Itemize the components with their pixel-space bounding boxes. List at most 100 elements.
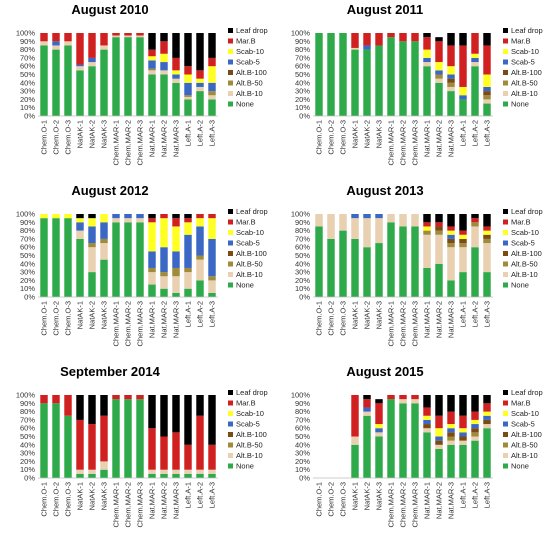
x-tick-label: Nat.MAR-3 xyxy=(172,301,181,338)
bar-segment xyxy=(363,49,371,116)
x-tick-label: Chem.O-1 xyxy=(315,120,324,155)
bar-segment xyxy=(399,399,407,404)
bar-segment xyxy=(52,49,60,116)
x-tick-label: Left.A-3 xyxy=(483,482,492,508)
x-tick-label: Chem.O-1 xyxy=(40,120,49,155)
legend-label: Alt.B-50 xyxy=(236,260,263,269)
bar-segment xyxy=(411,399,419,404)
bar-segment xyxy=(447,243,455,248)
legend-label: Mar.B xyxy=(236,218,256,227)
bar-segment xyxy=(447,436,455,441)
x-tick-label: NatAK-2 xyxy=(88,120,97,148)
x-tick-label: Chem.O-3 xyxy=(64,482,73,517)
legend-label: Scab-5 xyxy=(511,420,535,429)
bar-segment xyxy=(208,280,216,293)
x-tick-label: NatAK-2 xyxy=(363,301,372,329)
bar-segment xyxy=(208,66,216,83)
bar-segment xyxy=(208,276,216,281)
legend-label: Scab-10 xyxy=(236,228,264,237)
bar-segment xyxy=(375,399,383,404)
legend-label: Alt.B-100 xyxy=(511,249,542,258)
x-tick-label: Chem.O-3 xyxy=(339,120,348,155)
bar-segment xyxy=(423,66,431,116)
legend-label: Alt.B-50 xyxy=(511,441,538,450)
bar-segment xyxy=(124,35,132,38)
bar-segment xyxy=(184,95,192,97)
chart-title: August 2011 xyxy=(346,2,424,17)
bar-segment xyxy=(184,234,192,268)
bar-segment xyxy=(483,33,491,46)
bar-segment xyxy=(136,214,144,219)
bar-segment xyxy=(208,82,216,92)
x-tick-label: NatAK-3 xyxy=(100,120,109,148)
bar-segment xyxy=(160,247,168,273)
legend-label: Leaf drop xyxy=(236,26,268,35)
bar-segment xyxy=(88,57,96,63)
bar-segment xyxy=(172,226,180,252)
bar-segment xyxy=(136,37,144,116)
bar-segment xyxy=(76,66,84,71)
bar-segment xyxy=(160,62,168,71)
x-tick-label: Chem.O-3 xyxy=(339,301,348,336)
bar-segment xyxy=(387,37,395,116)
bar-segment xyxy=(375,424,383,429)
bar-segment xyxy=(483,103,491,116)
bar-segment xyxy=(196,91,204,116)
legend-label: Scab-10 xyxy=(511,228,539,237)
bar-segment xyxy=(136,399,144,478)
bar-segment xyxy=(124,37,132,116)
bar-segment xyxy=(160,469,168,474)
bar-segment xyxy=(40,45,48,117)
bar-segment xyxy=(184,214,192,219)
bar-segment xyxy=(88,214,96,219)
bar-segment xyxy=(351,214,359,219)
bar-segment xyxy=(471,436,479,441)
legend-label: None xyxy=(511,281,529,290)
bar-segment xyxy=(459,86,467,96)
bar-segment xyxy=(459,230,467,235)
bar-segment xyxy=(172,82,180,116)
bar-segment xyxy=(64,415,72,478)
bar-segment xyxy=(447,428,455,433)
bar-segment xyxy=(375,214,383,219)
bar-segment xyxy=(148,70,156,75)
bar-segment xyxy=(184,222,192,235)
bar-segment xyxy=(459,243,467,248)
x-tick-label: Nat.MAR-3 xyxy=(447,120,456,157)
bar-segment xyxy=(399,226,407,297)
bar-segment xyxy=(160,272,168,277)
bar-segment xyxy=(112,214,120,219)
bar-segment xyxy=(483,424,491,429)
bar-segment xyxy=(363,411,371,416)
x-tick-label: Left.A-1 xyxy=(459,482,468,508)
bar-segment xyxy=(184,267,192,273)
legend-label: Leaf drop xyxy=(511,26,543,35)
bar-segment xyxy=(423,424,431,429)
y-tick-label: 90% xyxy=(295,218,310,227)
bar-segment xyxy=(399,41,407,116)
y-tick-label: 20% xyxy=(20,95,35,104)
bar-segment xyxy=(172,74,180,79)
bar-segment xyxy=(76,218,84,223)
legend-swatch xyxy=(228,463,233,469)
bar-segment xyxy=(435,78,443,83)
x-tick-label: Left.A-2 xyxy=(471,482,480,508)
bar-segment xyxy=(435,222,443,227)
stacked-bar-chart: 0%10%20%30%40%50%60%70%80%90%100% Chem.O-… xyxy=(291,388,543,527)
bar-segment xyxy=(172,57,180,71)
bar-segment xyxy=(423,419,431,425)
legend-label: Alt.B-100 xyxy=(511,430,542,439)
bar-segment xyxy=(411,33,419,42)
bar-segment xyxy=(160,436,168,470)
legend-swatch xyxy=(228,272,233,277)
bar-segment xyxy=(483,74,491,87)
x-tick-label: Chem.O-2 xyxy=(327,482,336,517)
bar-segment xyxy=(435,70,443,75)
legend-swatch xyxy=(503,411,508,416)
bar-segment xyxy=(435,395,443,416)
bar-segment xyxy=(184,288,192,297)
y-tick-label: 40% xyxy=(295,259,310,268)
bar-segment xyxy=(184,444,192,470)
legend-swatch xyxy=(228,282,233,288)
bar-segment xyxy=(136,35,144,38)
